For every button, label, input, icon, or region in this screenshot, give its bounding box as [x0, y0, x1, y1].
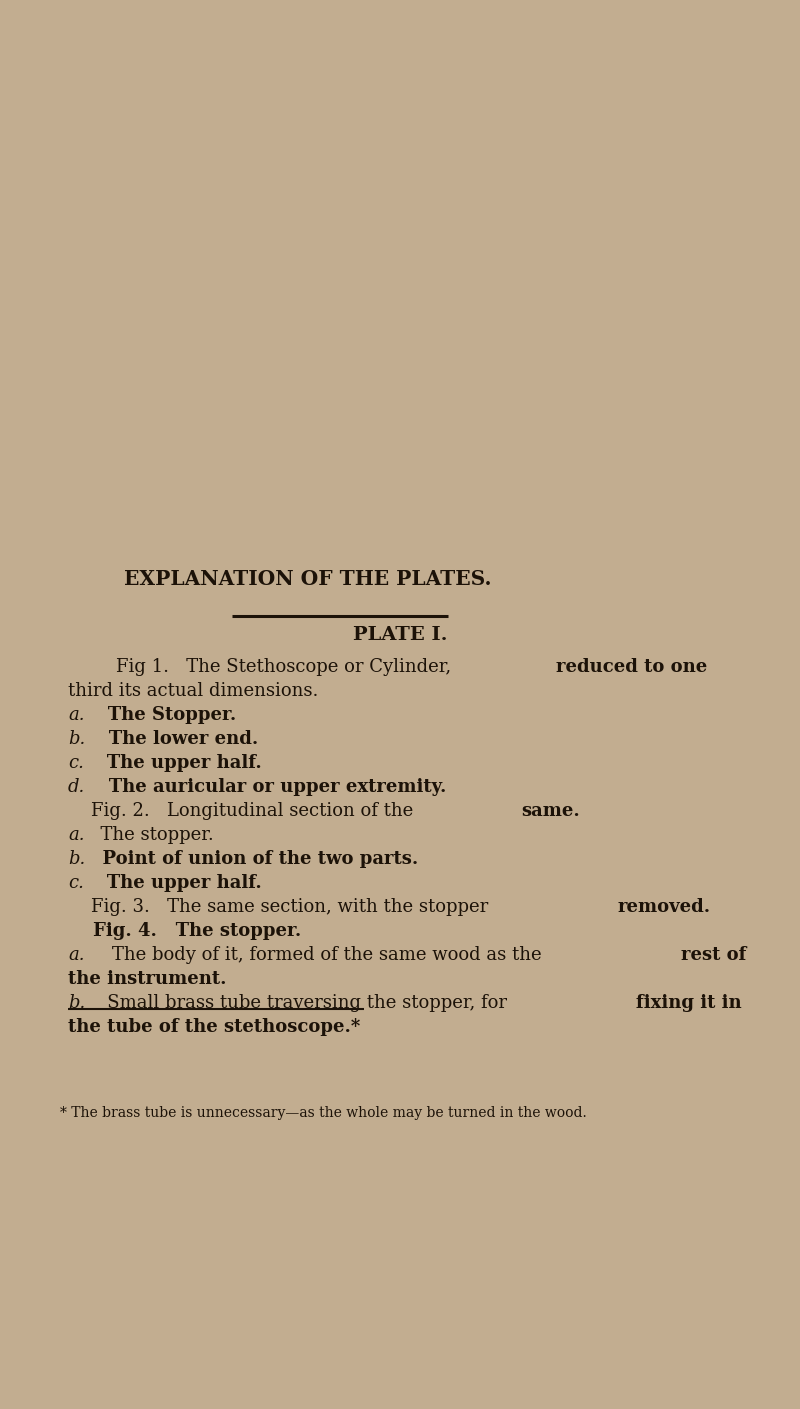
Text: b.: b.	[68, 850, 86, 868]
Text: Fig. 3.   The same section, with the stopper: Fig. 3. The same section, with the stopp…	[68, 898, 494, 916]
Text: c.: c.	[68, 874, 84, 892]
Text: reduced to one: reduced to one	[556, 658, 707, 676]
Text: The stopper.: The stopper.	[90, 826, 214, 844]
Text: * The brass tube is unnecessary—as the whole may be turned in the wood.: * The brass tube is unnecessary—as the w…	[60, 1106, 586, 1120]
Text: a.: a.	[68, 706, 85, 724]
Text: Fig. 4.   The stopper.: Fig. 4. The stopper.	[68, 921, 302, 940]
Text: fixing it in: fixing it in	[636, 993, 742, 1012]
Text: rest of: rest of	[681, 945, 746, 964]
Text: The auricular or upper extremity.: The auricular or upper extremity.	[90, 778, 446, 796]
Text: The Stopper.: The Stopper.	[90, 706, 237, 724]
Text: a.: a.	[68, 945, 85, 964]
Text: d.: d.	[68, 778, 86, 796]
Text: b.: b.	[68, 993, 86, 1012]
Text: third its actual dimensions.: third its actual dimensions.	[68, 682, 318, 700]
Text: Fig. 2.   Longitudinal section of the: Fig. 2. Longitudinal section of the	[68, 802, 419, 820]
Text: EXPLANATION OF THE PLATES.: EXPLANATION OF THE PLATES.	[124, 569, 491, 589]
Text: The upper half.: The upper half.	[89, 754, 262, 772]
Text: c.: c.	[68, 754, 84, 772]
Text: same.: same.	[521, 802, 580, 820]
Text: The upper half.: The upper half.	[89, 874, 262, 892]
Text: Fig 1.   The Stethoscope or Cylinder,: Fig 1. The Stethoscope or Cylinder,	[116, 658, 457, 676]
Text: b.: b.	[68, 730, 86, 748]
Text: PLATE I.: PLATE I.	[353, 626, 447, 644]
Text: removed.: removed.	[618, 898, 711, 916]
Text: the tube of the stethoscope.*: the tube of the stethoscope.*	[68, 1017, 360, 1036]
Text: The body of it, formed of the same wood as the: The body of it, formed of the same wood …	[90, 945, 548, 964]
Text: the instrument.: the instrument.	[68, 969, 226, 988]
Text: Point of union of the two parts.: Point of union of the two parts.	[90, 850, 418, 868]
Text: a.: a.	[68, 826, 85, 844]
Text: Small brass tube traversing the stopper, for: Small brass tube traversing the stopper,…	[90, 993, 513, 1012]
Text: The lower end.: The lower end.	[90, 730, 258, 748]
